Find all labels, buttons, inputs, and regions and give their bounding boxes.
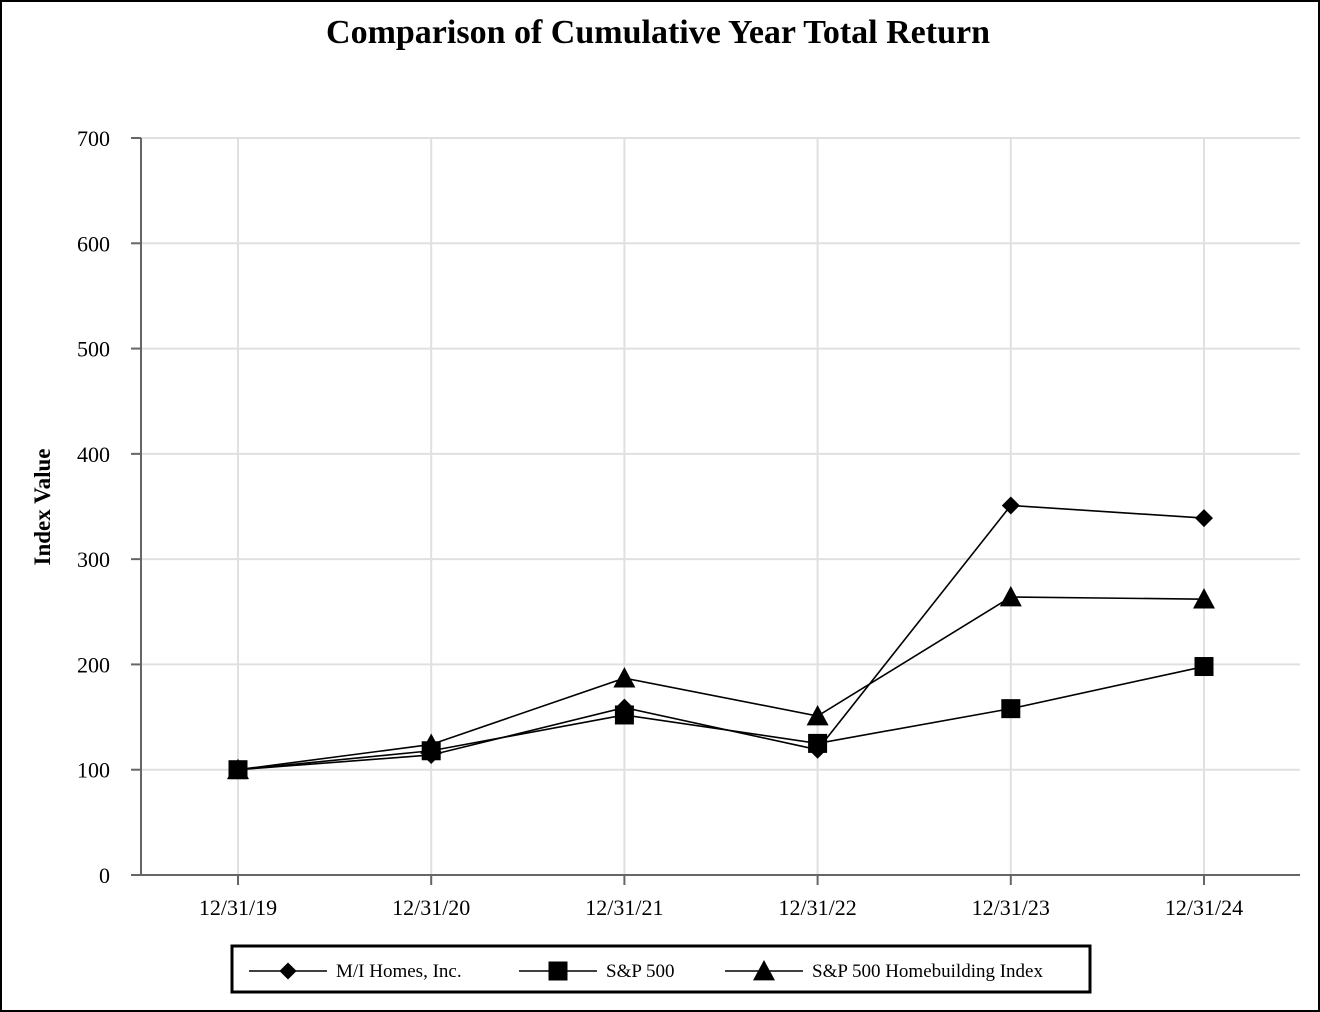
x-tick-label: 12/31/19 (199, 895, 277, 920)
legend-marker-square (548, 961, 568, 981)
y-tick-label: 300 (77, 547, 110, 572)
legend-box (230, 944, 1092, 994)
legend-label: S&P 500 Homebuilding Index (812, 961, 1043, 982)
legend-label: M/I Homes, Inc. (336, 961, 462, 982)
x-tick-label: 12/31/24 (1165, 895, 1243, 920)
legend-item: S&P 500 Homebuilding Index (725, 960, 1043, 982)
data-point-s-p-500-homebuilding-index (227, 758, 249, 780)
data-point-s-p-500-homebuilding-index (806, 705, 829, 726)
legend-marker-diamond (279, 962, 297, 980)
legend-label: S&P 500 (606, 961, 674, 982)
y-tick-label: 700 (77, 126, 110, 151)
y-tick-label: 200 (77, 652, 110, 677)
chart-title: Comparison of Cumulative Year Total Retu… (326, 14, 990, 51)
series-line-m-i-homes-inc (237, 504, 1205, 771)
y-tick-label: 0 (99, 863, 110, 888)
data-point-s-p-500-homebuilding-index (613, 667, 636, 688)
x-tick-label: 12/31/20 (392, 895, 470, 920)
data-point-s-p-500 (614, 705, 634, 725)
series-line-s-p-500 (237, 665, 1205, 771)
legend-item: M/I Homes, Inc. (249, 961, 462, 982)
legend-marker-triangle (753, 960, 775, 981)
y-tick-label: 400 (77, 442, 110, 467)
axis-layer: 0 100 200 300 400 500 600 700 12/31/19 12/31/20 12… (77, 126, 1300, 920)
x-tick-label: 12/31/22 (778, 895, 856, 920)
y-tick-label: 600 (77, 231, 110, 256)
y-tick-label: 100 (77, 758, 110, 783)
x-tick-label: 12/31/23 (972, 895, 1050, 920)
series-layer (227, 496, 1215, 780)
data-point-s-p-500-homebuilding-index (420, 733, 443, 754)
data-point-s-p-500 (1194, 657, 1214, 677)
data-point-s-p-500-homebuilding-index (999, 586, 1022, 607)
data-point-m-i-homes-inc (1195, 509, 1213, 528)
legend-item: S&P 500 (519, 961, 674, 982)
data-point-s-p-500-homebuilding-index (1193, 588, 1215, 609)
y-axis-title: Index Value (30, 449, 55, 566)
data-point-s-p-500 (808, 733, 828, 753)
data-point-m-i-homes-inc (1001, 496, 1020, 515)
x-tick-label: 12/31/21 (585, 895, 663, 920)
data-point-s-p-500 (1001, 699, 1021, 719)
grid-layer (141, 137, 1300, 875)
legend: M/I Homes, Inc. S&P 500 S&P 500 Homebuildi… (230, 944, 1092, 994)
y-tick-label: 500 (77, 337, 110, 362)
series-line-s-p-500-homebuilding-index (237, 596, 1205, 771)
